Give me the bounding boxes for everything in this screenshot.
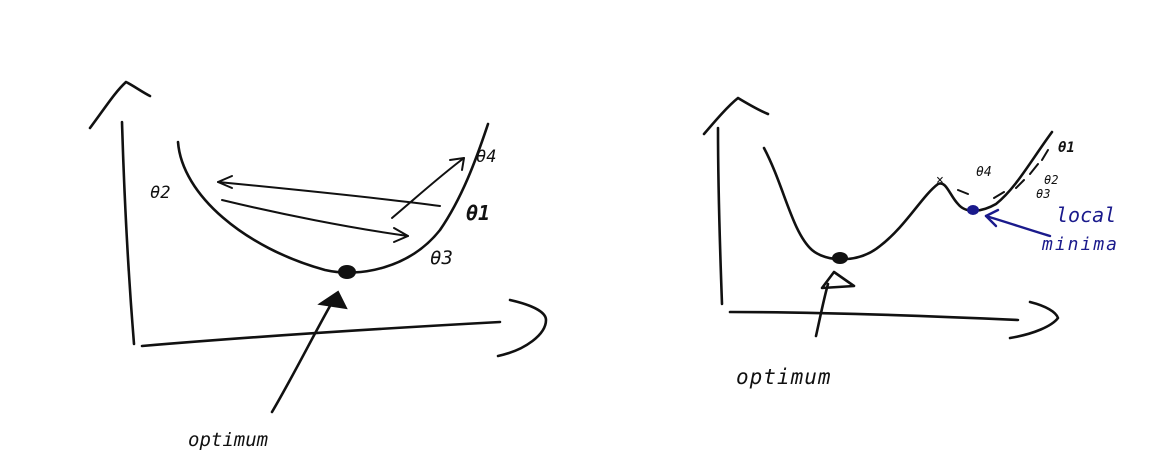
left-optimum-arrowhead [317, 290, 348, 310]
right-x-axis-arrowhead [1008, 300, 1060, 340]
left-panel: θ2 θ4 θ1 θ3 optimum [88, 80, 548, 451]
right-y-axis-arrowhead [702, 96, 770, 136]
left-step-arrow-2-head [393, 227, 409, 243]
left-y-axis-arrowhead [88, 80, 152, 130]
right-loss-curve [762, 130, 1054, 261]
right-local-max-marker: × [936, 173, 944, 188]
right-theta-1-label: θ1 [1058, 140, 1075, 156]
right-local-minima-arrowhead [984, 208, 1000, 228]
right-local-minima-arrow [984, 214, 1052, 238]
left-step-arrow-1 [217, 181, 441, 207]
right-theta-3-label: θ3 [1036, 187, 1050, 201]
left-theta-4-label: θ4 [476, 147, 496, 167]
right-optimum-point [832, 252, 848, 264]
left-theta-2-label: θ2 [150, 183, 170, 203]
left-optimum-arrow [270, 304, 332, 414]
right-local-label-line2: minima [1041, 234, 1119, 255]
left-theta-1-label: θ1 [466, 201, 490, 225]
right-step-arrows [957, 149, 1049, 199]
left-y-axis [120, 120, 136, 346]
left-x-axis [140, 320, 502, 348]
left-step-arrow-3 [391, 157, 465, 219]
right-x-axis [728, 310, 1020, 322]
right-local-minima-point [967, 205, 979, 215]
left-theta-3-label: θ3 [430, 247, 453, 269]
right-optimum-arrowhead [820, 270, 856, 290]
right-theta-4-label: θ4 [976, 165, 992, 180]
left-step-arrow-3-head [449, 157, 465, 171]
left-optimum-point [338, 265, 356, 279]
left-x-axis-arrowhead [496, 298, 548, 358]
left-optimum-label: optimum [188, 429, 268, 451]
right-panel: × θ4 θ1 θ2 θ3 local minima optimum [702, 96, 1119, 389]
right-y-axis [716, 126, 724, 306]
left-step-arrow-1-head [217, 175, 233, 189]
left-loss-curve [176, 122, 490, 274]
right-optimum-arrow [814, 282, 830, 338]
left-step-arrow-2 [221, 199, 409, 237]
right-local-label-line1: local [1056, 203, 1116, 227]
right-optimum-label: optimum [736, 365, 832, 389]
right-theta-2-label: θ2 [1044, 173, 1058, 187]
